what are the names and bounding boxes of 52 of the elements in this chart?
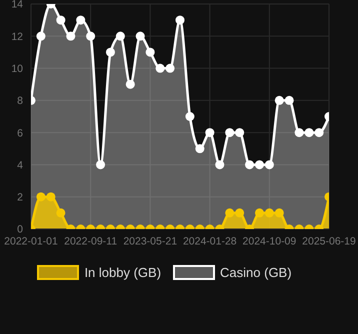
point: [36, 192, 46, 202]
point: [274, 96, 284, 105]
point: [294, 128, 304, 138]
y-tick-label: 0: [17, 224, 24, 236]
point: [264, 208, 274, 218]
y-tick-label: 6: [17, 127, 24, 140]
point: [264, 160, 274, 170]
point: [245, 160, 254, 170]
x-tick-label: 2025-06-19: [302, 235, 356, 248]
point: [176, 16, 184, 25]
point: [146, 48, 155, 57]
y-tick-label: 8: [17, 95, 24, 108]
point: [36, 32, 46, 41]
point: [56, 16, 66, 25]
point: [66, 32, 76, 41]
point: [136, 32, 145, 41]
point: [116, 32, 125, 41]
legend-label: Casino (GB): [220, 265, 292, 280]
x-tick-label: 2024-01-28: [182, 235, 237, 248]
point: [156, 64, 165, 73]
x-tick-label: 2022-01-01: [4, 235, 58, 248]
y-tick-label: 4: [17, 159, 24, 172]
point: [235, 128, 244, 138]
point: [166, 64, 175, 73]
point: [46, 192, 56, 202]
point: [284, 96, 294, 105]
point: [254, 160, 264, 170]
point: [205, 128, 214, 138]
point: [254, 208, 264, 218]
y-tick-label: 10: [11, 63, 24, 76]
point: [126, 80, 135, 89]
y-tick-label: 14: [11, 0, 24, 11]
point: [106, 48, 115, 57]
point: [225, 128, 234, 138]
point: [304, 128, 314, 138]
point: [56, 208, 66, 218]
point: [76, 16, 86, 25]
y-tick-label: 2: [17, 192, 24, 204]
point: [86, 32, 96, 41]
y-tick-label: 12: [11, 30, 24, 43]
point: [235, 208, 244, 218]
legend-label: In lobby (GB): [84, 265, 162, 280]
point: [274, 208, 284, 218]
point: [195, 144, 204, 154]
point: [314, 128, 324, 138]
point: [185, 112, 194, 121]
x-tick-label: 2023-05-21: [123, 235, 178, 248]
x-tick-label: 2024-10-09: [242, 235, 296, 248]
point: [225, 208, 234, 218]
point: [215, 160, 224, 170]
point: [96, 160, 106, 170]
x-tick-label: 2022-09-11: [64, 235, 118, 248]
